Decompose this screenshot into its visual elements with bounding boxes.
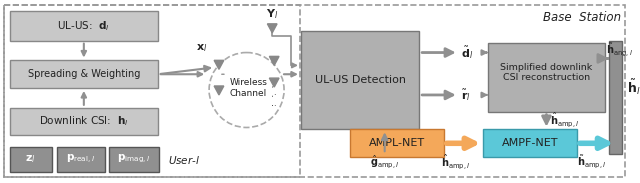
- Polygon shape: [214, 86, 224, 95]
- Text: $\mathbf{p}_{\mathrm{imag},l}$: $\mathbf{p}_{\mathrm{imag},l}$: [118, 153, 151, 165]
- Polygon shape: [269, 78, 279, 87]
- Text: $\hat{\mathbf{h}}_{\mathrm{amp},l}$: $\hat{\mathbf{h}}_{\mathrm{amp},l}$: [550, 110, 580, 129]
- Text: $\mathbf{z}_l$: $\mathbf{z}_l$: [25, 153, 36, 165]
- Text: AMPF-NET: AMPF-NET: [501, 138, 558, 148]
- Text: $\mathbf{Y}_l$: $\mathbf{Y}_l$: [266, 7, 278, 21]
- Text: $\mathbf{p}_{\mathrm{real},l}$: $\mathbf{p}_{\mathrm{real},l}$: [67, 152, 95, 166]
- Text: UL-US Detection: UL-US Detection: [314, 75, 406, 85]
- FancyBboxPatch shape: [10, 108, 158, 135]
- FancyBboxPatch shape: [109, 147, 159, 172]
- Text: ·  ·  ·: · · ·: [269, 84, 279, 106]
- Text: Base  Station: Base Station: [543, 11, 621, 24]
- Text: UL-US:  $\mathbf{d}_l$: UL-US: $\mathbf{d}_l$: [58, 19, 110, 33]
- FancyBboxPatch shape: [609, 41, 622, 154]
- Text: $\tilde{\mathbf{r}}_l$: $\tilde{\mathbf{r}}_l$: [461, 87, 470, 103]
- FancyBboxPatch shape: [10, 147, 52, 172]
- FancyBboxPatch shape: [10, 60, 158, 88]
- FancyBboxPatch shape: [483, 130, 577, 157]
- Text: Wireless
Channel: Wireless Channel: [230, 78, 268, 98]
- Polygon shape: [269, 56, 279, 65]
- Text: $\mathbf{x}_l$: $\mathbf{x}_l$: [196, 43, 207, 55]
- Text: $\tilde{\mathbf{h}}_{\mathrm{ang},l}$: $\tilde{\mathbf{h}}_{\mathrm{ang},l}$: [605, 42, 633, 59]
- Text: $\tilde{\mathbf{h}}_l$: $\tilde{\mathbf{h}}_l$: [627, 77, 640, 97]
- Text: Simplified downlink
CSI reconstruction: Simplified downlink CSI reconstruction: [500, 63, 593, 82]
- Text: $\tilde{\mathbf{h}}_{\mathrm{amp},l}$: $\tilde{\mathbf{h}}_{\mathrm{amp},l}$: [577, 153, 607, 171]
- FancyBboxPatch shape: [350, 130, 444, 157]
- FancyBboxPatch shape: [10, 11, 158, 41]
- Text: $\hat{\mathbf{h}}_{\mathrm{amp},l}$: $\hat{\mathbf{h}}_{\mathrm{amp},l}$: [441, 153, 470, 171]
- FancyBboxPatch shape: [57, 147, 104, 172]
- Polygon shape: [214, 60, 224, 69]
- FancyBboxPatch shape: [301, 31, 419, 130]
- FancyBboxPatch shape: [488, 43, 605, 112]
- Polygon shape: [268, 24, 277, 33]
- Text: AMPL-NET: AMPL-NET: [369, 138, 424, 148]
- Text: ·
·
·: · · ·: [273, 81, 275, 111]
- Text: $\hat{\mathbf{g}}_{\mathrm{amp},l}$: $\hat{\mathbf{g}}_{\mathrm{amp},l}$: [370, 154, 399, 170]
- Text: Downlink CSI:  $\mathbf{h}_l$: Downlink CSI: $\mathbf{h}_l$: [39, 115, 129, 128]
- Text: User-$l$: User-$l$: [168, 154, 200, 166]
- Text: $\tilde{\mathbf{d}}_l$: $\tilde{\mathbf{d}}_l$: [461, 44, 473, 61]
- Text: Spreading & Weighting: Spreading & Weighting: [28, 69, 140, 79]
